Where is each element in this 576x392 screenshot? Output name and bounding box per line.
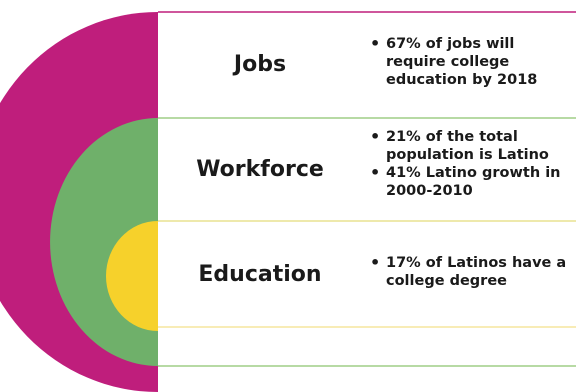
bullet-list-workforce: 21% of the total population is Latino 41… <box>370 128 575 200</box>
bullet-item: 21% of the total population is Latino <box>370 128 575 164</box>
bullet-item: 67% of jobs will require college educati… <box>370 35 575 89</box>
bullet-item: 41% Latino growth in 2000-2010 <box>370 164 575 200</box>
row-label-jobs: Jobs <box>233 52 287 77</box>
bullet-item: 17% of Latinos have a college degree <box>370 254 575 290</box>
bullet-list-jobs: 67% of jobs will require college educati… <box>370 35 575 89</box>
bullet-list-education: 17% of Latinos have a college degree <box>370 254 575 290</box>
row-label-workforce: Workforce <box>196 157 324 182</box>
inner-circle-shape <box>106 221 158 331</box>
row-label-education: Education <box>198 262 322 287</box>
